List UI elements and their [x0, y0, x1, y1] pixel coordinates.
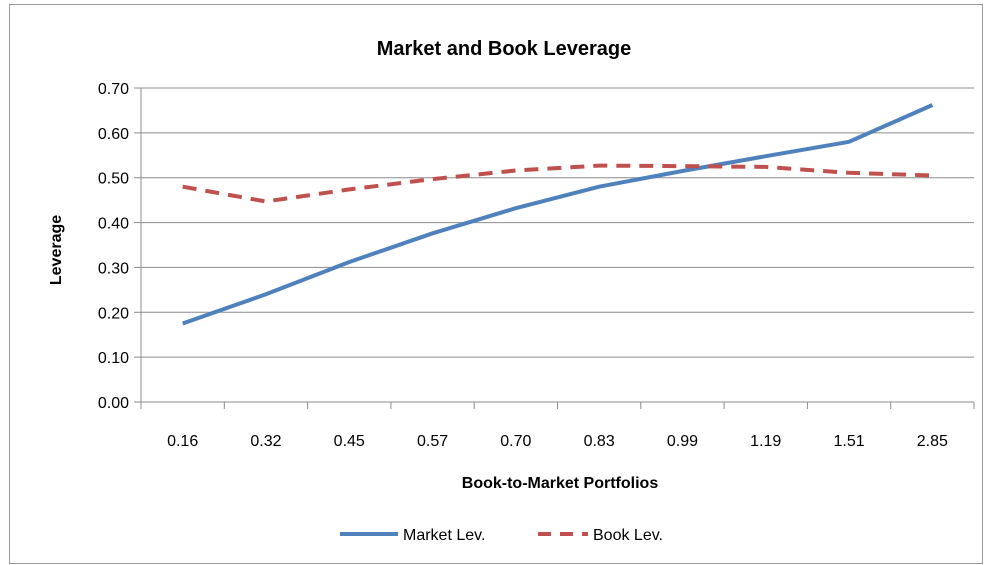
line-chart: 0.00 0.10 0.20 0.30 0.40 0.50 0.60 0.70 0.16 0.3… [48, 38, 975, 544]
series-line-market-lev [182, 103, 934, 326]
x-tick-label: 0.99 [667, 433, 698, 450]
y-tick-label: 0.60 [98, 126, 129, 143]
legend-label: Book Lev. [593, 527, 663, 544]
y-axis-label: Leverage [48, 215, 65, 285]
x-tick-label: 0.32 [250, 433, 281, 450]
y-axis-ticks: 0.00 0.10 0.20 0.30 0.40 0.50 0.60 0.70 [98, 81, 141, 412]
x-axis-ticks: 0.16 0.32 0.45 0.57 0.70 0.83 0.99 1.19 1.51 2.85 [140, 402, 975, 450]
x-tick-label: 0.16 [167, 433, 198, 450]
y-tick-label: 0.50 [98, 171, 129, 188]
x-tick-label: 0.70 [500, 433, 531, 450]
chart-title: Market and Book Leverage [377, 38, 632, 60]
x-tick-label: 1.19 [750, 433, 781, 450]
axes [140, 88, 974, 403]
y-tick-label: 0.40 [98, 216, 129, 233]
y-tick-label: 0.20 [98, 305, 129, 322]
y-tick-label: 0.70 [98, 81, 129, 98]
x-axis-label: Book-to-Market Portfolios [462, 475, 659, 492]
x-tick-label: 0.57 [417, 433, 448, 450]
gridlines [141, 87, 974, 358]
y-tick-label: 0.30 [98, 260, 129, 277]
x-tick-label: 0.45 [334, 433, 365, 450]
y-tick-label: 0.10 [98, 350, 129, 367]
legend-label: Market Lev. [403, 527, 485, 544]
x-tick-label: 0.83 [584, 433, 615, 450]
x-tick-label: 1.51 [833, 433, 864, 450]
chart-area: 0.00 0.10 0.20 0.30 0.40 0.50 0.60 0.70 0.16 0.3… [9, 4, 983, 564]
x-tick-label: 2.85 [917, 433, 948, 450]
y-tick-label: 0.00 [98, 395, 129, 412]
legend: Market Lev. Book Lev. [340, 527, 663, 544]
series-lines [182, 103, 934, 326]
series-line-book-lev [182, 163, 933, 204]
